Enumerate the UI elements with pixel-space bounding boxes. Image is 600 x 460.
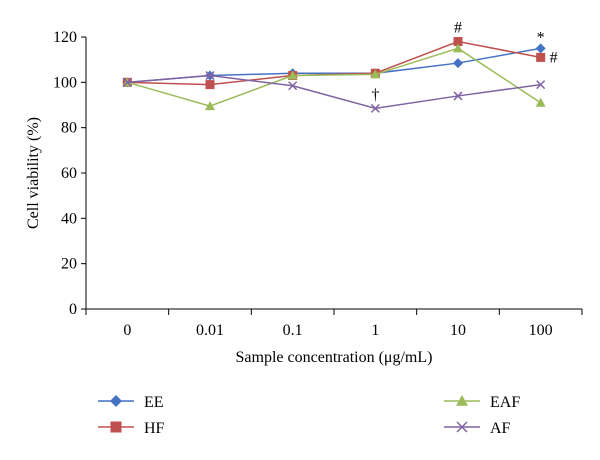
series-line-hf	[127, 40, 541, 86]
series-ee	[122, 43, 546, 88]
data-point-hf	[536, 52, 546, 62]
legend-item-af: AF	[444, 420, 511, 437]
series-hf	[122, 37, 546, 90]
y-tick-label: 100	[53, 74, 77, 91]
legend-label: HF	[144, 420, 165, 437]
y-axis-label: Cell viability (%)	[25, 117, 42, 229]
x-axis-label: Sample concentration (μg/mL)	[236, 349, 433, 366]
annotation-mark: #	[550, 49, 558, 66]
series-af	[122, 71, 546, 113]
data-point-af	[122, 77, 132, 87]
legend-item-eaf: EAF	[444, 394, 520, 411]
axes	[85, 37, 582, 310]
y-tick-label: 80	[61, 120, 77, 137]
data-point-hf	[205, 80, 215, 90]
data-point-eaf	[370, 69, 381, 79]
data-point-af	[536, 80, 546, 90]
legend-label: EE	[144, 394, 164, 411]
annotations: # * # †	[371, 20, 557, 104]
x-tick-label: 0.1	[283, 322, 303, 339]
series-line-af	[127, 74, 541, 110]
data-point-af	[288, 81, 298, 91]
legend-item-hf: HF	[98, 420, 165, 437]
legend-item-ee: EE	[98, 394, 164, 411]
x-tick-label: 100	[529, 322, 553, 339]
legend-marker-hf	[110, 421, 122, 433]
legend-label: AF	[490, 420, 511, 437]
data-point-ee	[535, 43, 546, 54]
legend: EE HF EAF AF	[98, 394, 520, 437]
data-point-af	[370, 103, 380, 113]
legend-label: EAF	[490, 394, 520, 411]
data-point-hf	[453, 37, 463, 47]
y-tick-label: 20	[61, 256, 77, 273]
legend-marker-af	[456, 421, 468, 433]
data-point-eaf	[453, 43, 463, 53]
y-tick-label: 60	[61, 165, 77, 182]
x-tick-label: 0	[123, 322, 131, 339]
legend-marker-ee	[110, 395, 122, 407]
data-point-eaf	[287, 70, 298, 80]
legend-marker-eaf	[456, 395, 468, 406]
y-tick-label: 0	[69, 301, 77, 318]
series-line-eaf	[127, 47, 542, 107]
data-point-ee	[453, 58, 463, 69]
series-eaf	[122, 43, 546, 111]
y-tick-label: 120	[53, 29, 77, 46]
y-ticks: 0 20 40 60 80 100 120	[53, 29, 86, 318]
data-point-af	[205, 71, 215, 81]
data-point-af	[453, 91, 463, 101]
data-point-eaf	[205, 101, 215, 111]
x-tick-label: 10	[450, 322, 466, 339]
annotation-mark: *	[537, 29, 545, 46]
data-point-eaf	[535, 97, 546, 107]
x-tick-label: 1	[371, 322, 379, 339]
annotation-mark: #	[454, 20, 462, 37]
series-layer	[122, 37, 546, 113]
x-tick-label: 0.01	[196, 322, 224, 339]
annotation-mark: †	[371, 86, 379, 103]
x-ticks: 0 0.01 0.1 1 10 100	[85, 309, 583, 339]
y-tick-label: 40	[61, 210, 77, 227]
